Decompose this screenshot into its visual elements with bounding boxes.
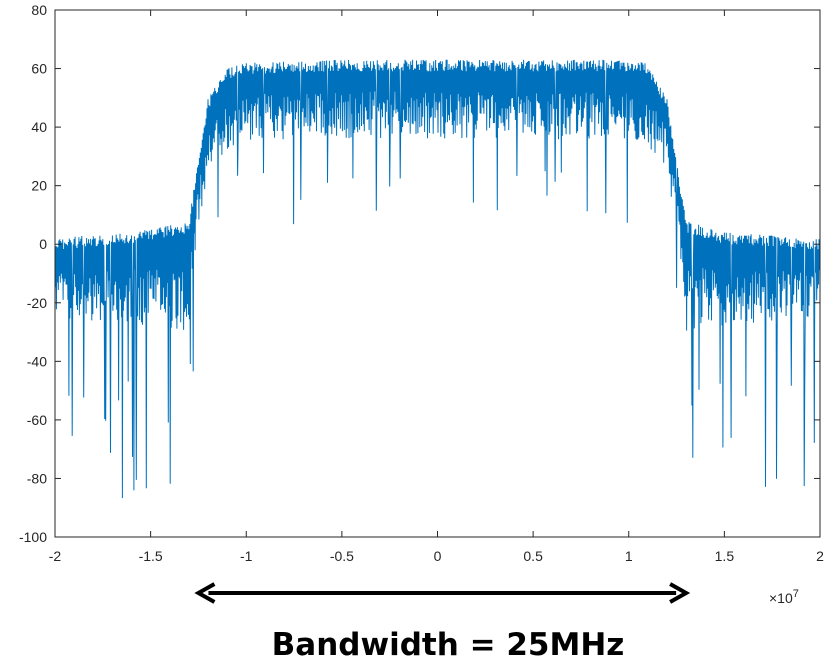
x-tick-label: 0.5 bbox=[523, 548, 543, 564]
bandwidth-arrow bbox=[194, 582, 691, 604]
arrow-head-right bbox=[669, 582, 691, 604]
x-tick-label: -1.5 bbox=[139, 548, 163, 564]
x-multiplier-exponent: 7 bbox=[793, 588, 799, 600]
x-tick-label: 1 bbox=[625, 548, 633, 564]
bandwidth-label: Bandwidth = 25MHz bbox=[272, 627, 625, 663]
y-tick-label: 80 bbox=[31, 2, 47, 18]
x-tick-label: 0 bbox=[434, 548, 442, 564]
x-tick-label: -0.5 bbox=[330, 548, 354, 564]
x-tick-label: -1 bbox=[240, 548, 253, 564]
x-tick-label: -2 bbox=[49, 548, 62, 564]
x-multiplier-label: ×107 bbox=[769, 588, 799, 606]
y-tick-label: -60 bbox=[27, 412, 47, 428]
x-axis-ticks: -2 -1.5 -1 -0.5 0 0.5 1 1.5 2 bbox=[49, 10, 824, 564]
signal-line bbox=[54, 59, 821, 499]
signal-trace bbox=[54, 59, 821, 499]
y-tick-label: -20 bbox=[27, 295, 47, 311]
y-tick-label: 20 bbox=[31, 178, 47, 194]
y-tick-label: 60 bbox=[31, 61, 47, 77]
x-tick-label: 2 bbox=[816, 548, 824, 564]
y-tick-label: 40 bbox=[31, 119, 47, 135]
y-tick-label: -40 bbox=[27, 353, 47, 369]
x-tick-label: 1.5 bbox=[715, 548, 735, 564]
y-tick-label: 0 bbox=[39, 236, 47, 252]
arrow-head-left bbox=[194, 582, 216, 604]
y-axis-ticks: 80 60 40 20 0 -20 -40 -60 -80 -100 bbox=[19, 2, 820, 545]
y-tick-label: -80 bbox=[27, 470, 47, 486]
y-tick-label: -100 bbox=[19, 529, 47, 545]
